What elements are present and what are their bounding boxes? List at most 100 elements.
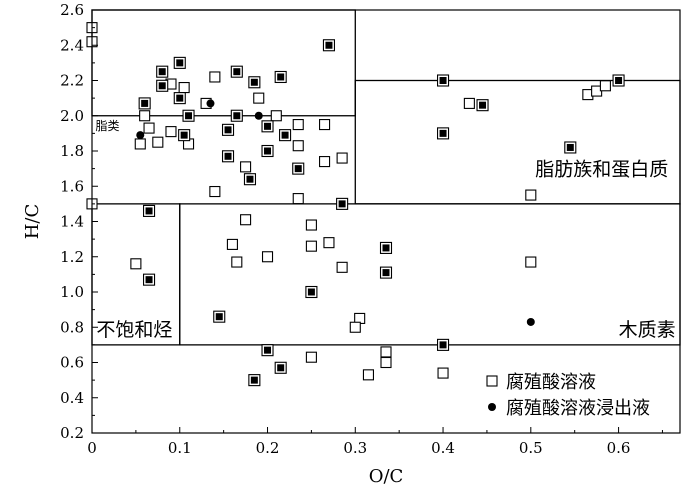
legend-marker-2 (488, 403, 496, 411)
legend-label-1: 腐殖酸溶液 (506, 371, 596, 393)
series-2-point (221, 123, 235, 136)
region-2-boundary (354, 79, 681, 205)
x-tick-label: 0.1 (168, 439, 192, 457)
series-1-point (139, 110, 151, 122)
series-2-point (279, 129, 292, 142)
y-tick-label: 0.6 (60, 354, 84, 372)
series-2-point (142, 273, 156, 286)
series-1-point (305, 351, 317, 363)
series-2-point-core (158, 82, 166, 90)
series-2-point (436, 127, 450, 140)
series-1-point (292, 119, 304, 131)
series-2-point-core (224, 126, 232, 134)
region-4-boundary (179, 203, 681, 346)
series-2-point-core (264, 122, 272, 130)
series-1-point (253, 92, 265, 104)
series-2-point (564, 141, 577, 154)
series-1-point (305, 219, 317, 231)
series-1-point (240, 214, 252, 226)
series-2-point-core (277, 364, 285, 372)
series-2-point-core (145, 276, 153, 284)
series-2-point (261, 144, 274, 158)
series-1-point (305, 240, 317, 252)
series-2-point (274, 70, 287, 84)
x-tick-label: 0.5 (519, 439, 543, 457)
y-tick-label: 1.4 (60, 213, 84, 231)
series-2-point-core (250, 376, 258, 384)
region-label-4: 木质素 (619, 319, 676, 341)
series-2-point-core (325, 41, 333, 49)
series-2-point-core (141, 99, 149, 107)
y-tick-label: 2.4 (60, 36, 84, 54)
series-2-point-core (277, 73, 285, 81)
series-1-point (380, 356, 392, 369)
y-tick-label: 1.6 (60, 177, 84, 195)
series-2-point-core (185, 112, 193, 120)
series-2-point (322, 39, 336, 52)
y-tick-label: 1.8 (60, 142, 84, 160)
y-tick-label: 0.8 (60, 318, 84, 336)
region-label-1: 脂类 (96, 118, 120, 133)
series-2-point (292, 162, 305, 175)
series-2-point-core (145, 207, 153, 215)
series-2-point (612, 74, 625, 87)
series-1-point (240, 161, 252, 173)
region-label-3: 不饱和烃 (96, 319, 172, 341)
y-tick-label: 2.6 (60, 1, 84, 19)
series-2-point (243, 173, 257, 186)
ticks-layer: 0 0.1 0.2 0.3 0.4 0.5 0.6 0.2 0.4 0.6 0.8 1.0 1.2 1.4… (60, 1, 663, 457)
series-2-point-core (307, 288, 315, 296)
series-2-point (476, 99, 489, 112)
series-2-point (142, 204, 156, 217)
legend-marker-1 (486, 375, 498, 387)
series-2-point (248, 76, 261, 89)
x-axis-label: O/C (369, 466, 404, 487)
x-tick-label: 0 (87, 439, 97, 457)
series-1-point (152, 136, 164, 148)
series-2-point (173, 92, 186, 105)
series-2-point-core (233, 68, 241, 76)
series-2-point (230, 109, 243, 122)
series-2-point-core (281, 131, 289, 139)
series-2-point-core (566, 143, 574, 151)
series-2-point (379, 241, 393, 254)
series-1-point (362, 369, 374, 381)
series-1-point (130, 258, 142, 270)
series-2-point-core (158, 68, 166, 76)
series-2-point (274, 361, 287, 374)
series-2-point (379, 266, 393, 279)
series-3-point (526, 317, 535, 326)
series-1-point (292, 140, 304, 152)
series-2-point-core (382, 269, 390, 277)
series-1-point (349, 321, 361, 333)
series-2-point (230, 65, 243, 78)
series-2-point-core (439, 129, 447, 137)
region-label-2: 脂肪族和蛋白质 (535, 159, 668, 181)
series-1-point (525, 189, 537, 201)
series-1-point (319, 156, 331, 168)
series-1-point (209, 71, 221, 83)
series-2-point-core (246, 175, 254, 183)
series-1-point (525, 256, 537, 268)
series-2-point (436, 74, 450, 87)
series-3-point (254, 111, 263, 120)
series-2-point (178, 129, 191, 142)
series-1-point (336, 261, 348, 273)
series-2-point-core (176, 94, 184, 102)
region-1-boundary (91, 9, 356, 117)
series-1-point (437, 367, 449, 379)
series-2-point-core (215, 313, 223, 321)
series-3-point (136, 131, 145, 140)
legend-label-2: 腐殖酸溶液浸出液 (506, 397, 650, 419)
series-2-point (221, 150, 235, 163)
y-tick-label: 0.2 (60, 424, 84, 442)
y-axis-label: H/C (22, 204, 43, 240)
series-2-point (261, 344, 274, 357)
series-1-point (134, 138, 146, 150)
series-2-point (182, 109, 195, 122)
series-1-point (178, 82, 190, 94)
series-2-point-core (615, 77, 623, 84)
series-2-point (261, 120, 274, 133)
series-2-point-core (479, 101, 487, 109)
